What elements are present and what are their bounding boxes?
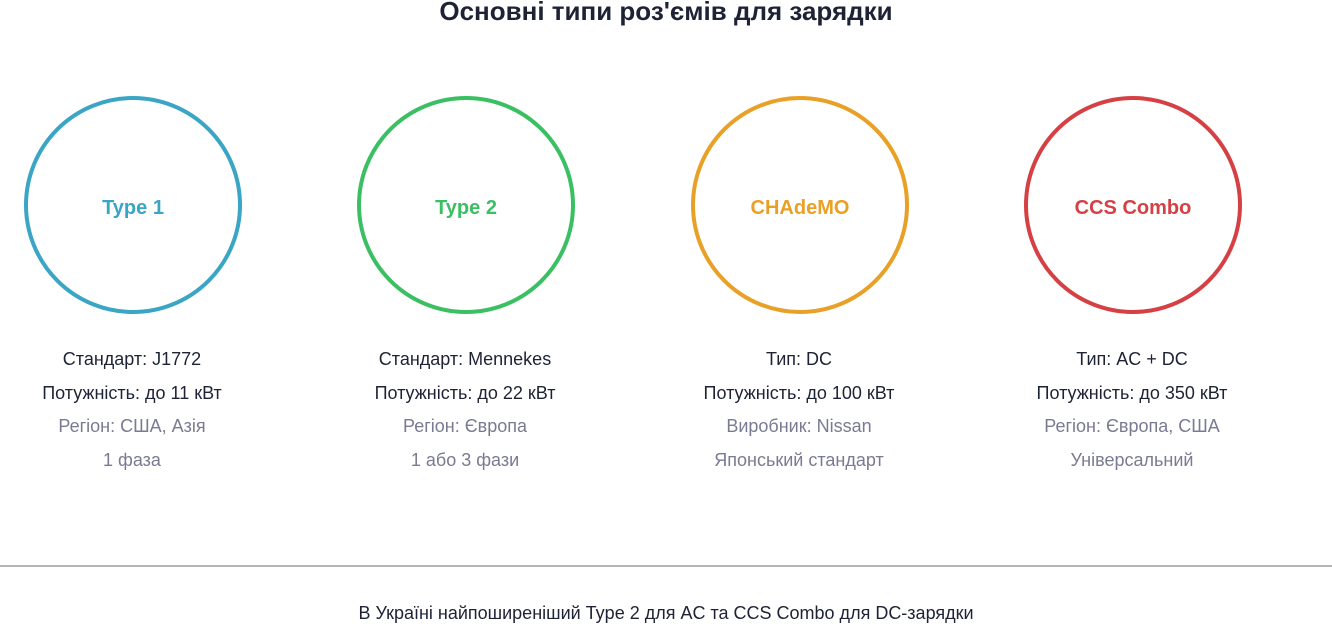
connector-type: Тип: AC + DC	[1076, 349, 1188, 369]
connector-power: Потужність: до 11 кВт	[42, 382, 222, 403]
connector-region: Регіон: Європа	[402, 416, 528, 436]
connector-standard: Стандарт: J1772	[62, 349, 202, 369]
connector-ring: Type 2	[357, 96, 575, 314]
connector-standard: Стандарт: Mennekes	[378, 349, 552, 369]
connector-power: Потужність: до 350 кВт	[1036, 382, 1228, 403]
connector-type-1: Type 1 Стандарт: J1772 Потужність: до 11…	[0, 96, 282, 476]
connector-name: Type 1	[102, 196, 164, 219]
connector-note: 1 фаза	[103, 449, 161, 470]
connector-name: CHAdeMO	[750, 196, 850, 219]
connector-ring: CHAdeMO	[691, 96, 909, 314]
connector-power: Потужність: до 22 кВт	[374, 382, 556, 403]
connector-details: Стандарт: Mennekes Потужність: до 22 кВт…	[315, 346, 615, 480]
divider	[0, 565, 1332, 567]
connector-chademo: CHAdeMO Тип: DC Потужність: до 100 кВт В…	[649, 96, 949, 476]
connector-details: Тип: DC Потужність: до 100 кВт Виробник:…	[649, 346, 949, 480]
connector-details: Стандарт: J1772 Потужність: до 11 кВт Ре…	[0, 346, 282, 480]
connector-type-2: Type 2 Стандарт: Mennekes Потужність: до…	[315, 96, 615, 476]
connector-name: CCS Combo	[1074, 196, 1192, 219]
connector-ring: Type 1	[24, 96, 242, 314]
connector-manufacturer: Виробник: Nissan	[726, 416, 872, 436]
connector-region: Регіон: США, Азія	[58, 416, 206, 436]
connector-region: Регіон: Європа, США	[1044, 416, 1220, 436]
connector-note: Універсальний	[1070, 449, 1194, 470]
connector-details: Тип: AC + DC Потужність: до 350 кВт Регі…	[982, 346, 1282, 480]
connector-power: Потужність: до 100 кВт	[703, 382, 895, 403]
page-title: Основні типи роз'ємів для зарядки	[439, 0, 893, 26]
connector-note: Японський стандарт	[714, 449, 884, 470]
connector-type: Тип: DC	[765, 349, 832, 369]
connector-note: 1 або 3 фази	[410, 449, 520, 470]
connector-name: Type 2	[435, 196, 497, 219]
connector-ring: CCS Combo	[1024, 96, 1242, 314]
connector-ccs-combo: CCS Combo Тип: AC + DC Потужність: до 35…	[982, 96, 1282, 476]
footer-note: В Україні найпоширеніший Type 2 для AC т…	[358, 603, 974, 623]
